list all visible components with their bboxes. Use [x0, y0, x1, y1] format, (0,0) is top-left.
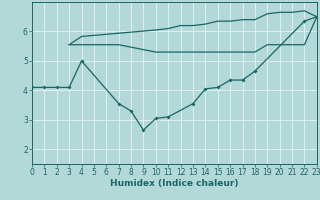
X-axis label: Humidex (Indice chaleur): Humidex (Indice chaleur) — [110, 179, 239, 188]
